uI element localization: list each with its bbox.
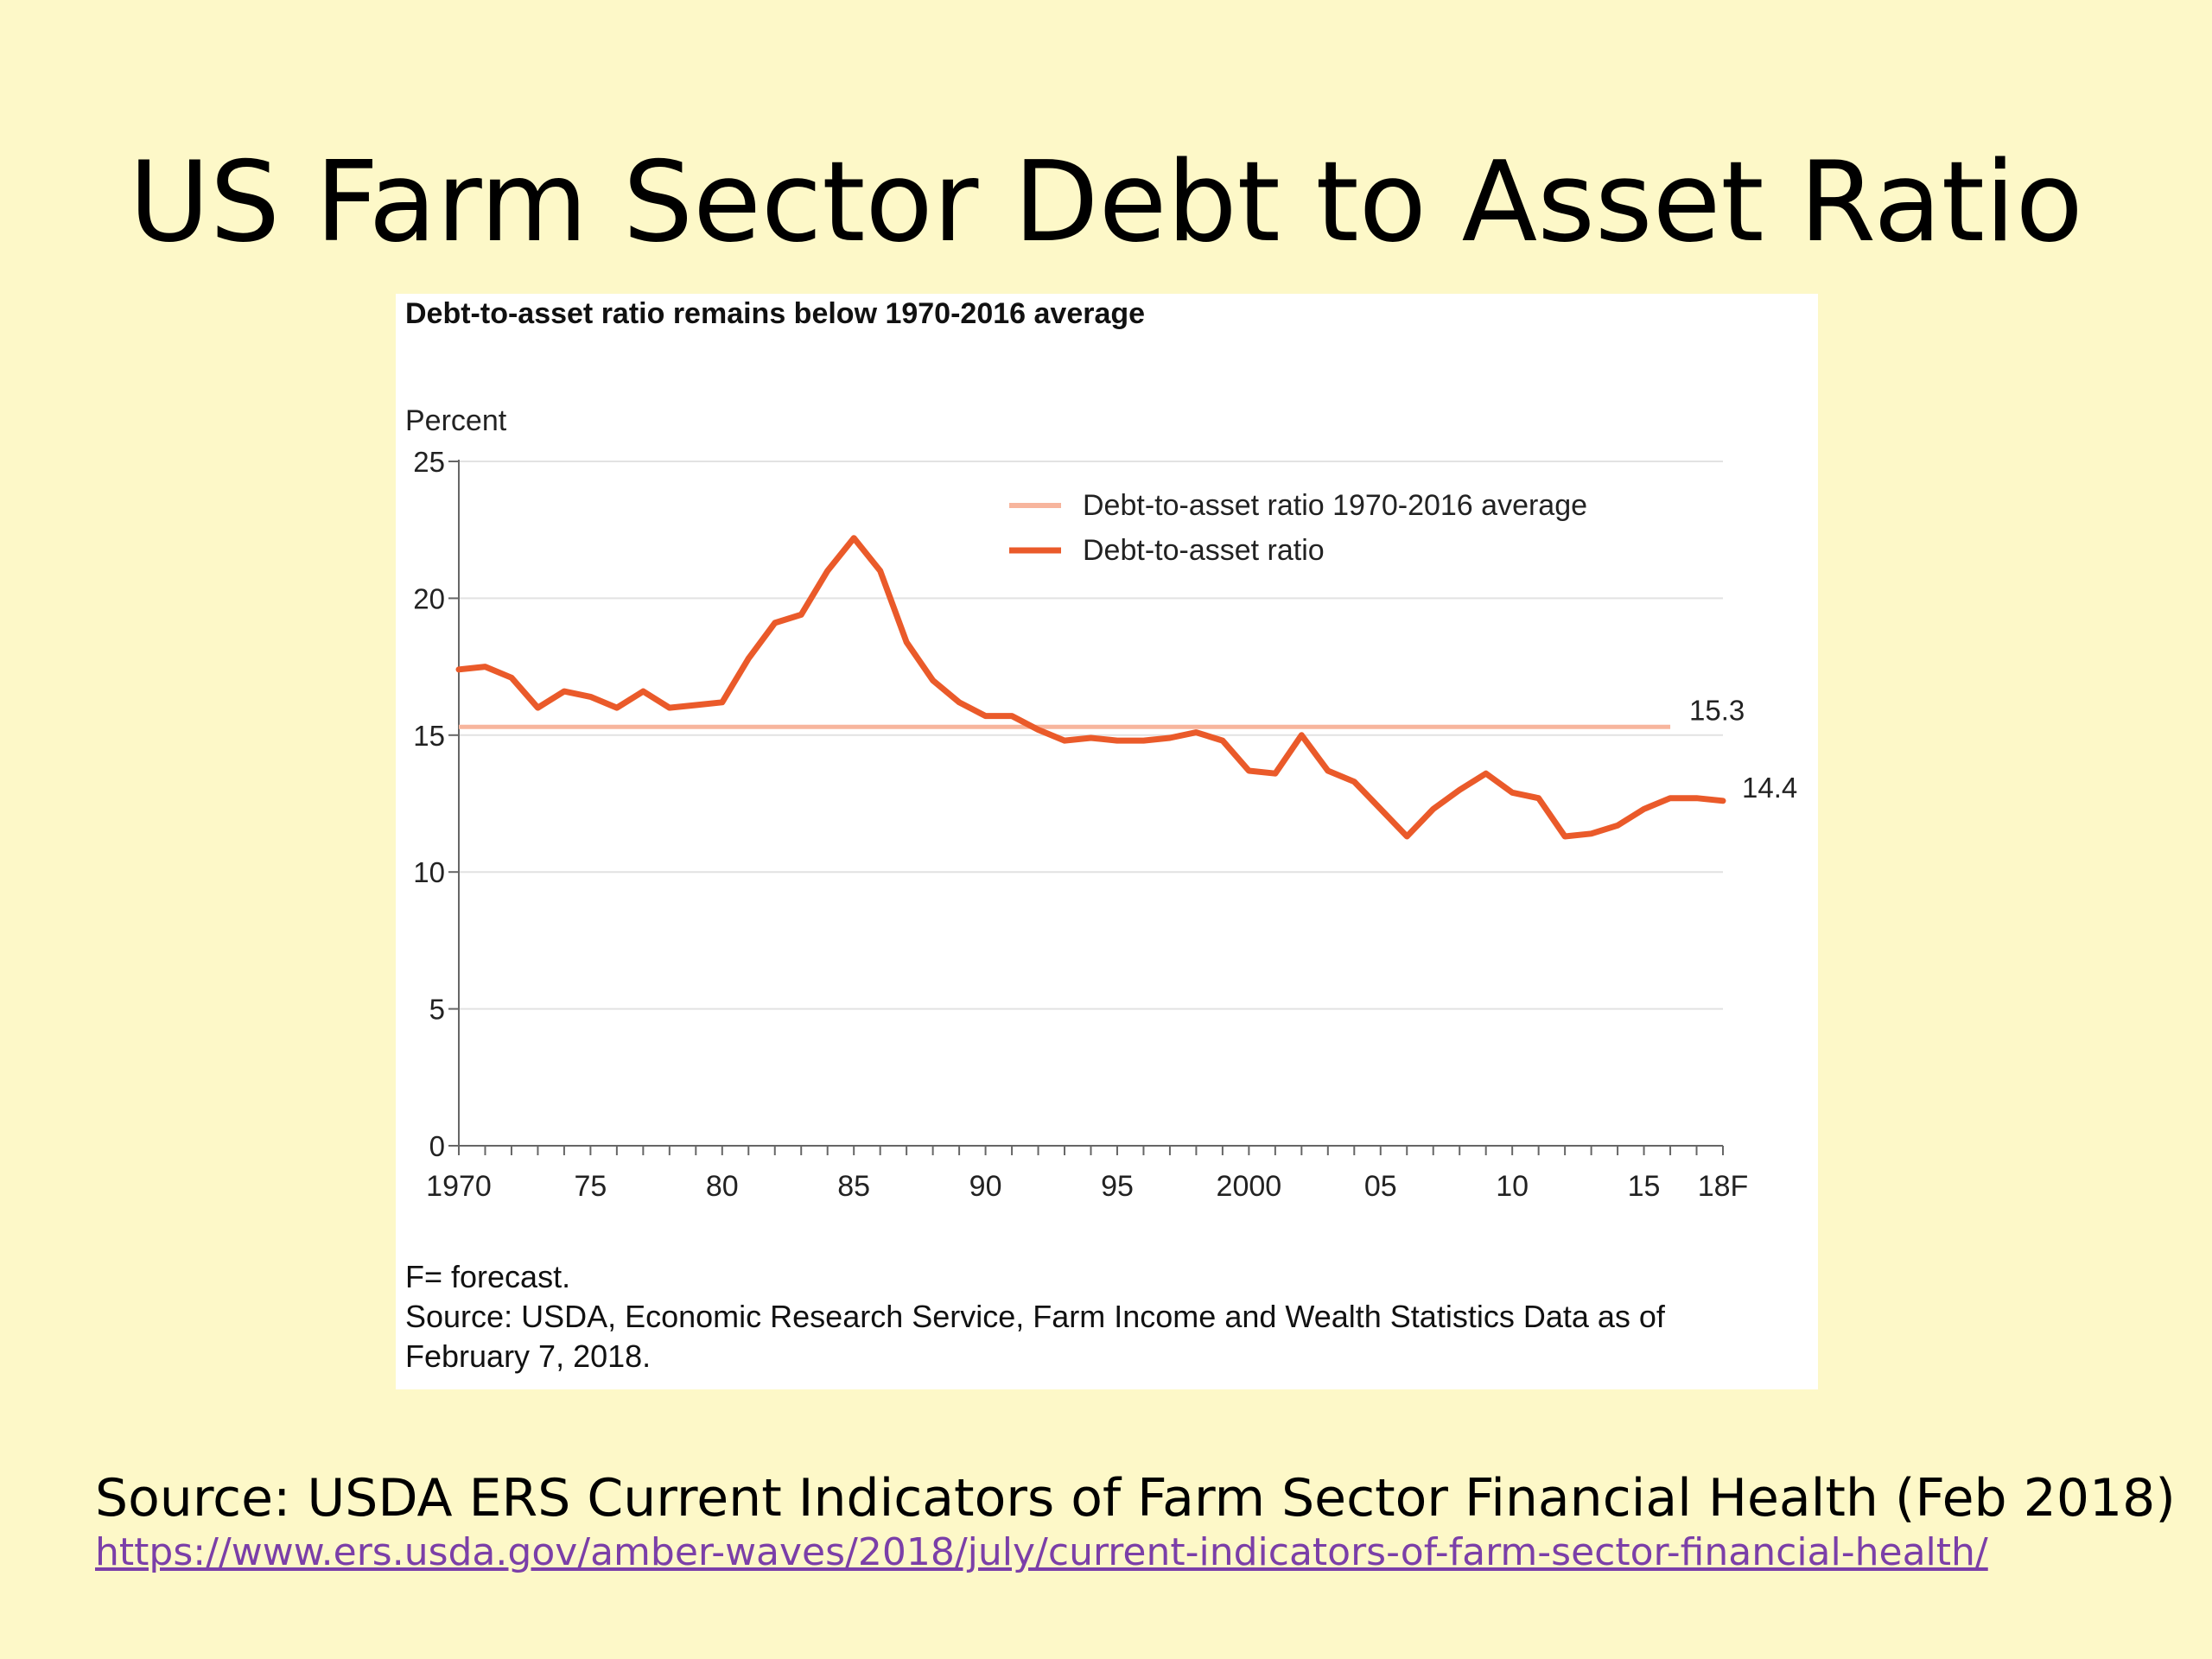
source-citation: Source: USDA ERS Current Indicators of F… [95,1468,2176,1529]
y-axis-label: Percent [405,404,507,437]
chart-panel: Debt-to-asset ratio remains below 1970-2… [396,294,1818,1389]
source-block: Source: USDA ERS Current Indicators of F… [95,1468,2203,1575]
x-tick-label-2000: 2000 [1217,1170,1282,1203]
source-link[interactable]: https://www.ers.usda.gov/amber-waves/201… [95,1530,1988,1574]
x-tick-label-15: 15 [1628,1170,1661,1203]
x-tick-label-80: 80 [706,1170,739,1203]
y-tick-label-0: 0 [429,1130,445,1162]
note-date: February 7, 2018. [405,1338,652,1374]
x-tick-label-75: 75 [574,1170,607,1203]
x-tick-label-95: 95 [1101,1170,1134,1203]
legend-label-ratio: Debt-to-asset ratio [1083,534,1325,567]
x-tick-label-1970: 1970 [426,1170,492,1203]
chart-notes: F= forecast. Source: USDA, Economic Rese… [405,1257,1788,1376]
y-tick-label-10: 10 [413,856,445,888]
y-tick-label-25: 25 [413,446,445,478]
legend-label-average: Debt-to-asset ratio 1970-2016 average [1083,489,1587,522]
chart-title: Debt-to-asset ratio remains below 1970-2… [405,297,1145,330]
debt-to-asset-chart: Debt-to-asset ratio remains below 1970-2… [405,297,1797,1203]
x-tick-label-90: 90 [969,1170,1002,1203]
x-tick-label-18F: 18F [1698,1170,1749,1203]
note-forecast: F= forecast. [405,1259,571,1294]
note-source: Source: USDA, Economic Research Service,… [405,1299,1665,1334]
series-line-debt-to-asset [455,535,1726,840]
y-tick-label-5: 5 [429,994,445,1026]
slide-title: US Farm Sector Debt to Asset Ratio [129,138,2083,267]
x-tick-label-05: 05 [1364,1170,1397,1203]
x-tick-label-10: 10 [1496,1170,1529,1203]
y-tick-label-20: 20 [413,582,445,614]
y-tick-label-15: 15 [413,720,445,752]
ratio-end-label: 14.4 [1742,772,1797,804]
average-end-label: 15.3 [1689,694,1745,726]
x-tick-label-85: 85 [837,1170,870,1203]
